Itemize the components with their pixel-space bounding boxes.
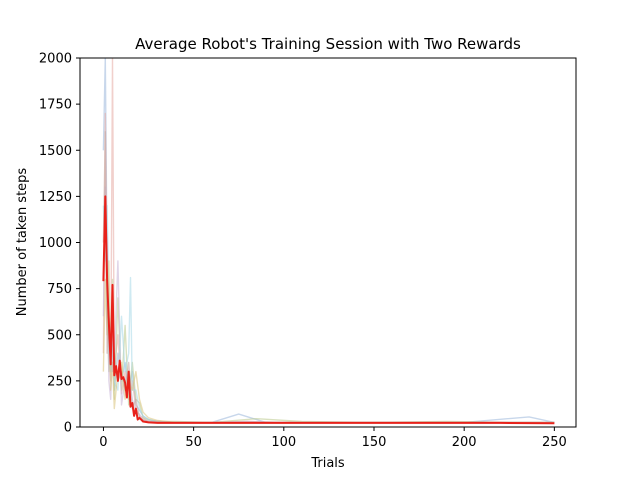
mean-series-group bbox=[102, 195, 555, 425]
chart-title: Average Robot's Training Session with Tw… bbox=[135, 35, 521, 53]
y-tick-label: 0 bbox=[64, 421, 72, 436]
y-axis-label: Number of taken steps bbox=[15, 168, 30, 317]
x-tick-label: 0 bbox=[99, 435, 107, 450]
y-tick-label: 250 bbox=[47, 374, 72, 389]
y-tick-label: 1750 bbox=[39, 98, 72, 113]
x-axis: 0 50 100 150 200 250 bbox=[99, 427, 567, 450]
x-tick-label: 200 bbox=[452, 435, 477, 450]
x-tick-label: 150 bbox=[362, 435, 387, 450]
x-tick-label: 250 bbox=[542, 435, 567, 450]
y-tick-label: 1000 bbox=[39, 236, 72, 251]
y-tick-label: 1250 bbox=[39, 190, 72, 205]
y-tick-label: 750 bbox=[47, 282, 72, 297]
mean-line bbox=[102, 195, 555, 425]
y-tick-label: 1500 bbox=[39, 144, 72, 159]
y-tick-label: 2000 bbox=[39, 52, 72, 67]
x-tick-label: 100 bbox=[271, 435, 296, 450]
x-tick-label: 50 bbox=[185, 435, 202, 450]
x-axis-label: Trials bbox=[310, 456, 345, 471]
y-tick-label: 500 bbox=[47, 328, 72, 343]
y-axis: 0 250 500 750 1000 1250 1500 1750 2000 bbox=[39, 52, 80, 436]
